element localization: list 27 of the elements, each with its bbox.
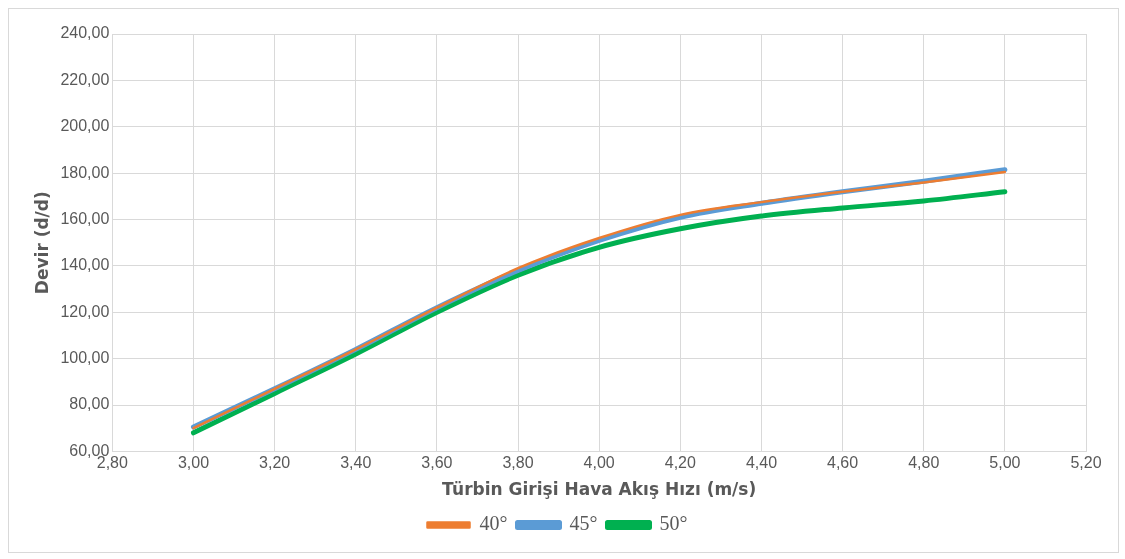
x-axis-title: Türbin Girişi Hava Akış Hızı (m/s) <box>442 479 757 500</box>
x-tick-label: 3,00 <box>177 454 210 472</box>
legend-label: 40° <box>479 512 508 535</box>
y-tick-label: 120,00 <box>60 302 110 320</box>
x-tick-label: 3,80 <box>502 454 534 472</box>
legend-label: 45° <box>569 512 598 535</box>
y-tick-label: 180,00 <box>60 163 110 181</box>
x-tick-label: 4,60 <box>827 454 859 472</box>
x-tick-label: 4,20 <box>664 454 696 472</box>
y-tick-label: 80,00 <box>69 395 110 413</box>
y-tick-label: 140,00 <box>60 256 110 274</box>
x-tick-label: 3,60 <box>421 454 453 472</box>
x-tick-label: 4,80 <box>908 454 940 472</box>
x-tick-label: 5,20 <box>1070 454 1102 472</box>
x-tick-label: 5,00 <box>989 454 1021 472</box>
y-tick-label: 60,00 <box>69 441 110 459</box>
y-tick-label: 240,00 <box>60 24 110 42</box>
y-tick-label: 160,00 <box>60 209 110 227</box>
y-tick-label: 100,00 <box>60 349 110 367</box>
x-tick-label: 4,00 <box>583 454 615 472</box>
y-tick-label: 200,00 <box>60 117 110 135</box>
x-tick-label: 3,40 <box>340 454 372 472</box>
x-tick-label: 3,20 <box>259 454 291 472</box>
legend-label: 50° <box>659 512 688 535</box>
y-axis-title: Devir (d/d) <box>31 191 52 295</box>
x-tick-label: 4,40 <box>745 454 778 472</box>
y-tick-label: 220,00 <box>60 70 110 88</box>
